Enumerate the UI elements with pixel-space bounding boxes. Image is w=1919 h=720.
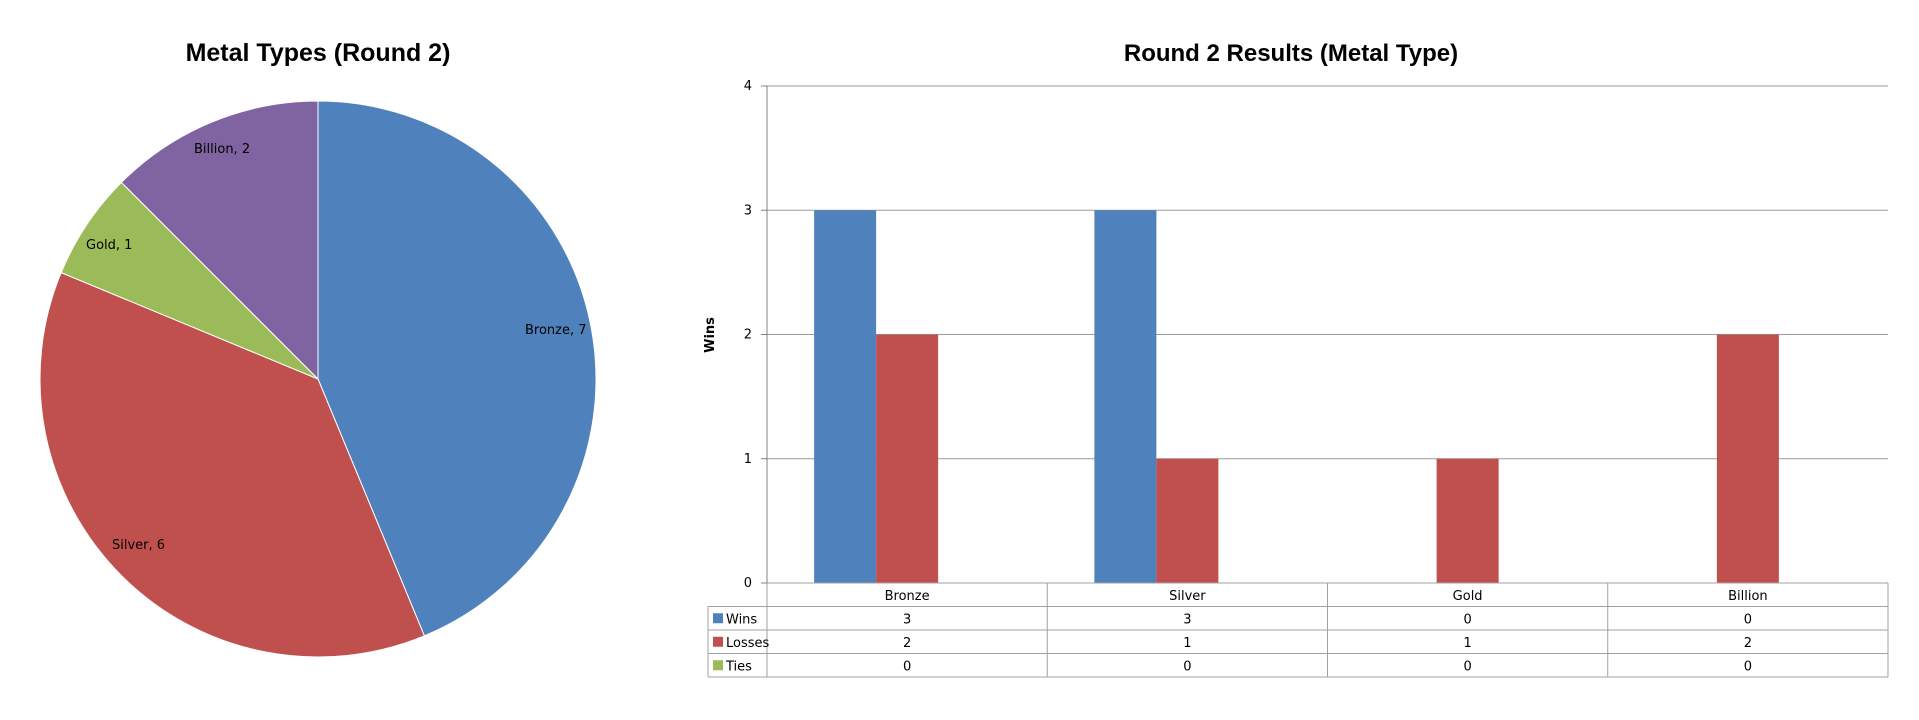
- pie-chart-title: Metal Types (Round 2): [186, 39, 451, 67]
- table-cell: 1: [1183, 636, 1191, 651]
- pie-slice-bronze: [317, 100, 597, 637]
- pie-slice-silver: [39, 271, 426, 658]
- table-cell: 0: [1744, 659, 1752, 674]
- y-axis-label: Wins: [703, 317, 718, 353]
- y-tick-label: 3: [744, 203, 752, 218]
- y-tick-label: 0: [744, 576, 752, 591]
- x-category-label: Gold: [1453, 589, 1483, 604]
- legend-key-ties: [713, 660, 723, 671]
- bar-chart: Round 2 Results (Metal Type) Wins 01234 …: [703, 40, 1889, 678]
- legend-label-ties: Ties: [725, 659, 752, 674]
- y-tick-label: 1: [744, 452, 752, 467]
- pie-slice-billion: [120, 100, 319, 381]
- bars: [814, 210, 1779, 583]
- table-cell: 2: [903, 636, 911, 651]
- table-cell: 1: [1463, 636, 1471, 651]
- x-category-label: Silver: [1169, 589, 1206, 604]
- pie-data-label-silver: Silver, 6: [112, 538, 165, 553]
- y-tick-label: 2: [744, 328, 752, 343]
- table-cell: 0: [1744, 612, 1752, 627]
- bar-losses-silver: [1156, 458, 1219, 583]
- pie-data-label-bronze: Bronze, 7: [525, 323, 587, 338]
- pie-data-label-billion: Billion, 2: [194, 142, 250, 157]
- table-cell: 0: [1463, 612, 1471, 627]
- y-tick-label: 4: [744, 79, 752, 94]
- bar-losses-billion: [1716, 334, 1779, 583]
- table-cell: 0: [903, 659, 911, 674]
- bar-wins-silver: [1094, 210, 1157, 583]
- pie-slices: [39, 100, 597, 658]
- x-category-label: Billion: [1728, 589, 1768, 604]
- bar-chart-title: Round 2 Results (Metal Type): [1124, 40, 1458, 67]
- bar-wins-bronze: [814, 210, 877, 583]
- pie-data-label-gold: Gold, 1: [86, 238, 132, 253]
- y-axis-ticks: 0 1 2 3 4: [744, 79, 767, 591]
- x-category-label: Bronze: [885, 589, 930, 604]
- legend-key-wins: [713, 613, 723, 624]
- table-cell: 3: [903, 612, 911, 627]
- legend-label-losses: Losses: [726, 636, 770, 651]
- table-cell: 3: [1183, 612, 1191, 627]
- bar-losses-gold: [1436, 458, 1499, 583]
- legend-label-wins: Wins: [726, 612, 757, 627]
- pie-data-labels: Bronze, 7 Silver, 6 Gold, 1 Billion, 2: [86, 142, 587, 553]
- bar-losses-bronze: [876, 334, 939, 583]
- legend-key-losses: [713, 636, 723, 647]
- table-cell: 0: [1463, 659, 1471, 674]
- data-table: Bronze Silver Gold Billion Wins 3 3 0 0 Losses 2 1 1…: [707, 582, 1889, 678]
- table-cell: 2: [1744, 636, 1752, 651]
- pie-chart: Metal Types (Round 2) Bronze, 7 Silver, 6…: [39, 39, 597, 658]
- table-cell: 0: [1183, 659, 1191, 674]
